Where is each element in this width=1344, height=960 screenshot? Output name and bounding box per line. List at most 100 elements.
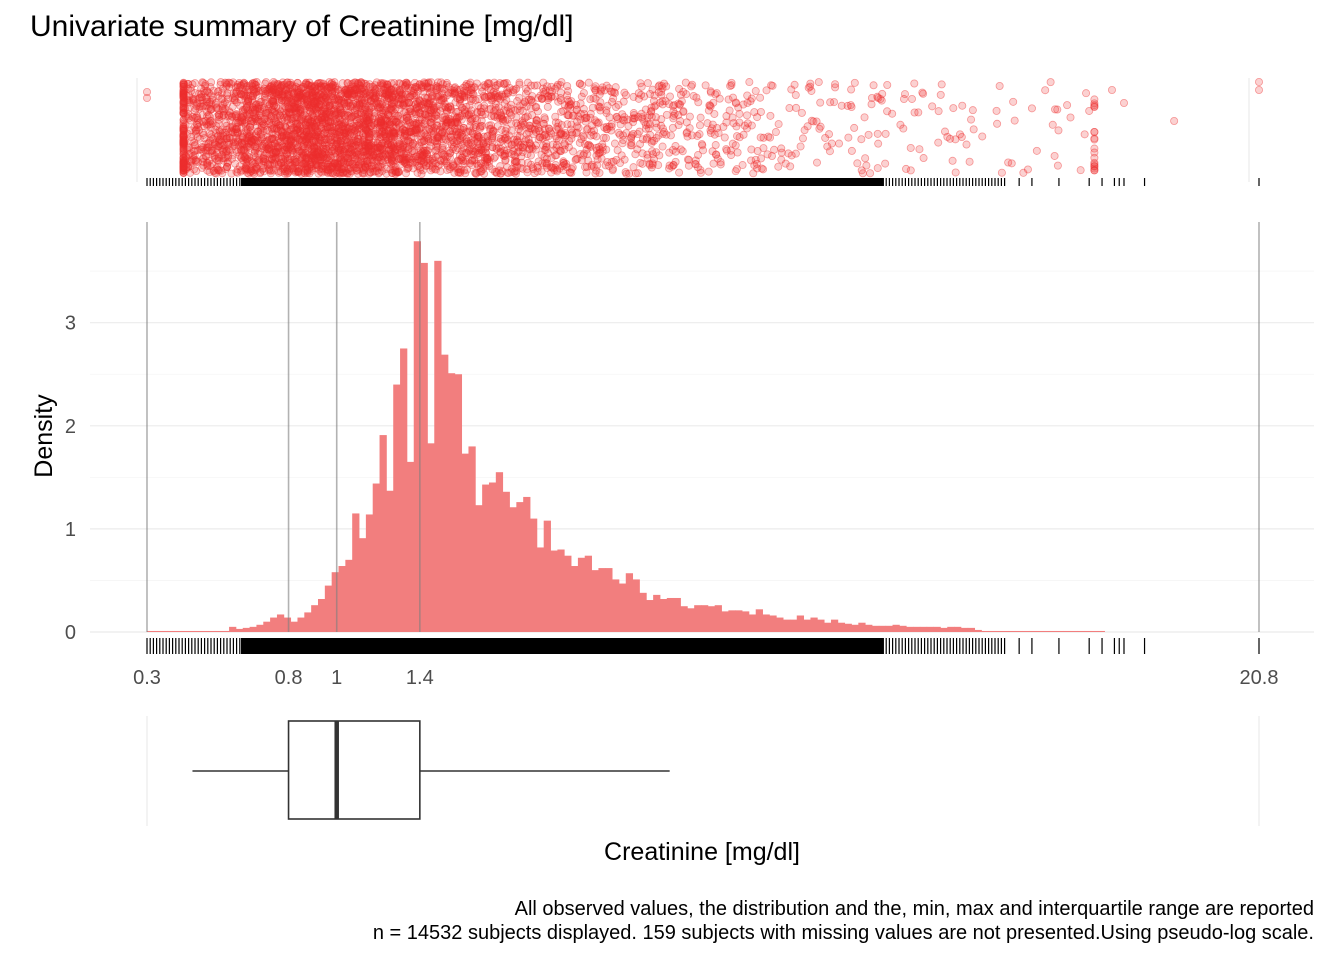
jitter-point [683,132,692,141]
jitter-point [202,158,211,167]
jitter-point [491,152,500,161]
jitter-point [706,101,715,110]
histogram-bar [810,617,818,632]
jitter-point [340,112,349,121]
jitter-point [397,95,406,104]
jitter-point [284,154,293,163]
jitter-point [331,82,340,91]
jitter-point [287,96,296,105]
histogram-bar [824,622,832,632]
jitter-point [366,168,375,177]
jitter-point [272,110,281,119]
jitter-point [276,137,285,146]
jitter-point [361,126,370,135]
jitter-point [928,102,937,111]
jitter-point [864,130,873,139]
jitter-point [372,78,381,87]
jitter-point [306,121,315,130]
jitter-point [219,110,228,119]
jitter-point [493,122,502,131]
jitter-point [179,133,188,142]
jitter-point [1082,89,1091,98]
jitter-point [269,149,278,158]
jitter-point [269,91,278,100]
jitter-point [210,139,219,148]
jitter-point [685,112,694,121]
jitter-point [244,139,253,148]
jitter-point [429,126,438,135]
jitter-point [512,84,521,93]
jitter-point [521,137,530,146]
histogram-bar [447,373,456,632]
jitter-point [627,138,636,147]
jitter-point [756,133,765,142]
jitter-point [561,132,570,141]
jitter-point [946,134,955,143]
jitter-point [333,166,342,175]
jitter-point [270,108,279,117]
jitter-point [303,101,312,110]
jitter-point [466,78,475,87]
histogram-bar [783,619,791,632]
y-tick-label: 3 [65,313,76,335]
jitter-point [1051,105,1060,114]
jitter-point [268,134,277,143]
jitter-point [271,88,280,97]
jitter-point [307,162,316,171]
jitter-point [201,82,210,91]
jitter-point [290,102,299,111]
jitter-point [216,78,225,87]
jitter-point [283,99,292,108]
jitter-point [352,104,361,113]
jitter-point [179,124,188,133]
jitter-point [291,119,300,128]
jitter-point [949,104,958,113]
histogram-bar [194,630,203,632]
jitter-point [179,168,188,177]
jitter-point [425,156,434,165]
jitter-point [360,138,369,147]
jitter-point [304,140,313,149]
histogram-bar [974,629,982,632]
jitter-point [487,121,496,130]
jitter-point [518,164,527,173]
jitter-point [715,94,724,103]
jitter-point [649,96,658,105]
jitter-point [602,81,611,90]
jitter-point [491,92,500,101]
jitter-point [293,78,302,87]
jitter-point [263,106,272,115]
jitter-point [179,132,188,141]
jitter-point [222,130,231,139]
jitter-point [658,142,667,151]
jitter-point [797,108,806,117]
jitter-point [881,159,890,168]
jitter-point [218,112,227,121]
jitter-point [179,89,188,98]
jitter-point [322,129,331,138]
jitter-point [299,141,308,150]
jitter-point [812,117,821,126]
jitter-point [207,146,216,155]
jitter-point [446,105,455,114]
jitter-point [333,154,342,163]
jitter-point [574,123,583,132]
jitter-point [474,101,483,110]
jitter-point [771,128,780,137]
jitter-point [551,118,560,127]
jitter-point [658,100,667,109]
jitter-point [317,113,326,122]
jitter-point [325,108,334,117]
jitter-point [410,78,419,87]
jitter-point [291,156,300,165]
jitter-point [634,94,643,103]
jitter-point [338,165,347,174]
jitter-point [318,117,327,126]
jitter-point [291,106,300,115]
jitter-point [843,101,852,110]
jitter-point [179,78,188,87]
jitter-point [451,119,460,128]
jitter-point [398,101,407,110]
jitter-point [349,163,358,172]
jitter-point [523,87,532,96]
